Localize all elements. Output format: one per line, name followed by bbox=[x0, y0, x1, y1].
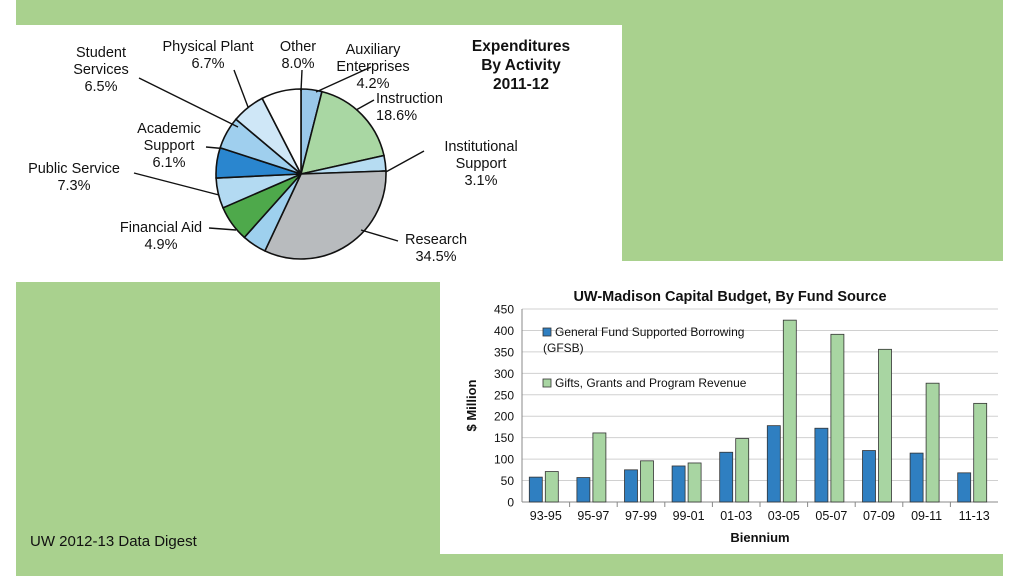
bar-gifts-grants-95-97 bbox=[592, 432, 607, 503]
bar-gfsb-97-99 bbox=[624, 469, 638, 503]
bar-gifts-grants-11-13 bbox=[973, 402, 988, 503]
y-tick-label: 0 bbox=[507, 496, 514, 510]
pie-label-physical-plant: Physical Plant 6.7% bbox=[162, 39, 253, 72]
bar-gfsb-01-03 bbox=[719, 451, 734, 503]
bar-gifts-grants-97-99 bbox=[640, 460, 654, 503]
bar-gifts-grants-01-03 bbox=[735, 438, 750, 503]
x-axis-label: Biennium bbox=[730, 530, 789, 545]
bar-gifts-grants-93-95 bbox=[544, 471, 559, 503]
background-band-left bbox=[16, 282, 440, 576]
bar-gfsb-99-01 bbox=[671, 465, 686, 503]
y-tick-label: 400 bbox=[494, 324, 514, 338]
bar-gifts-grants-05-07 bbox=[830, 333, 845, 503]
y-axis-label: $ Million bbox=[464, 379, 479, 431]
pie-leader-line bbox=[233, 69, 249, 108]
capital-budget-bar-chart: UW-Madison Capital Budget, By Fund Sourc… bbox=[464, 289, 998, 545]
y-tick-label: 150 bbox=[494, 431, 514, 445]
x-tick-label: 95-97 bbox=[577, 509, 609, 523]
expenditures-pie-chart: Auxiliary Enterprises 4.2%Instruction 18.6%… bbox=[28, 38, 570, 265]
y-tick-label: 200 bbox=[494, 410, 514, 424]
background-band-bottom bbox=[440, 554, 1003, 576]
pie-label-research: Research 34.5% bbox=[405, 232, 467, 265]
y-tick-label: 350 bbox=[494, 345, 514, 359]
bar-gfsb-07-09 bbox=[862, 450, 876, 503]
pie-slice-instruction bbox=[299, 90, 385, 176]
pie-leader-line bbox=[133, 172, 220, 196]
x-tick-label: 11-13 bbox=[959, 509, 990, 523]
pie-leader-line bbox=[315, 66, 372, 93]
pie-leader-line bbox=[355, 99, 375, 111]
pie-leader-line bbox=[360, 229, 399, 242]
bar-gifts-grants-09-11 bbox=[925, 382, 940, 503]
legend-swatch-gfsb bbox=[542, 327, 552, 337]
x-tick-label: 01-03 bbox=[720, 509, 752, 523]
pie-leader-line bbox=[208, 227, 237, 231]
pie-label-student-services: Student Services 6.5% bbox=[73, 45, 129, 95]
bar-gfsb-95-97 bbox=[576, 477, 591, 503]
bar-gfsb-05-07 bbox=[814, 427, 829, 503]
x-tick-label: 93-95 bbox=[530, 509, 562, 523]
pie-label-financial-aid: Financial Aid 4.9% bbox=[120, 220, 202, 253]
background-band-right bbox=[622, 25, 1003, 261]
pie-chart-panel: Auxiliary Enterprises 4.2% Instruction 18.6%… bbox=[16, 25, 622, 282]
legend-label-gifts-grants: Gifts, Grants and Program Revenue bbox=[555, 376, 747, 390]
y-tick-label: 50 bbox=[501, 474, 515, 488]
x-tick-label: 05-07 bbox=[815, 509, 847, 523]
bar-gifts-grants-07-09 bbox=[878, 348, 892, 503]
pie-leader-line bbox=[383, 150, 425, 174]
pie-label-auxiliary-enterprises: Auxiliary Enterprises 4.2% bbox=[336, 42, 409, 92]
y-tick-label: 450 bbox=[494, 303, 514, 317]
x-tick-label: 03-05 bbox=[768, 509, 800, 523]
x-tick-label: 07-09 bbox=[863, 509, 895, 523]
legend-label-gfsb: General Fund Supported Borrowing (GFSB) bbox=[543, 325, 744, 355]
pie-label-institutional-support: Institutional Support 3.1% bbox=[444, 139, 517, 189]
bar-gfsb-11-13 bbox=[957, 472, 972, 503]
pie-label-other: Other 8.0% bbox=[280, 39, 316, 72]
bar-gfsb-03-05 bbox=[766, 425, 781, 503]
bar-chart-title: UW-Madison Capital Budget, By Fund Sourc… bbox=[573, 289, 886, 305]
bar-gfsb-09-11 bbox=[909, 452, 924, 503]
bar-chart-panel: UW-Madison Capital Budget, By Fund Sourc… bbox=[440, 282, 1003, 554]
x-tick-label: 97-99 bbox=[625, 509, 657, 523]
pie-leader-line bbox=[138, 77, 239, 128]
background-band-top bbox=[16, 0, 1003, 25]
footer-note: UW 2012-13 Data Digest bbox=[30, 533, 197, 550]
y-tick-label: 250 bbox=[494, 388, 514, 402]
bar-gifts-grants-03-05 bbox=[782, 319, 797, 503]
y-tick-label: 100 bbox=[494, 453, 514, 467]
pie-slice-research bbox=[263, 170, 387, 260]
pie-label-academic-support: Academic Support 6.1% bbox=[137, 121, 201, 171]
pie-label-instruction: Instruction 18.6% bbox=[376, 91, 443, 124]
bar-gifts-grants-99-01 bbox=[687, 462, 702, 503]
x-tick-label: 09-11 bbox=[911, 509, 942, 523]
bar-gfsb-93-95 bbox=[528, 476, 543, 503]
pie-leader-line bbox=[300, 69, 303, 92]
pie-title: Expenditures By Activity 2011-12 bbox=[472, 38, 570, 93]
y-tick-label: 300 bbox=[494, 367, 514, 381]
legend-swatch-gifts-grants bbox=[542, 378, 552, 388]
pie-label-public-service: Public Service 7.3% bbox=[28, 161, 120, 194]
x-tick-label: 99-01 bbox=[673, 509, 705, 523]
